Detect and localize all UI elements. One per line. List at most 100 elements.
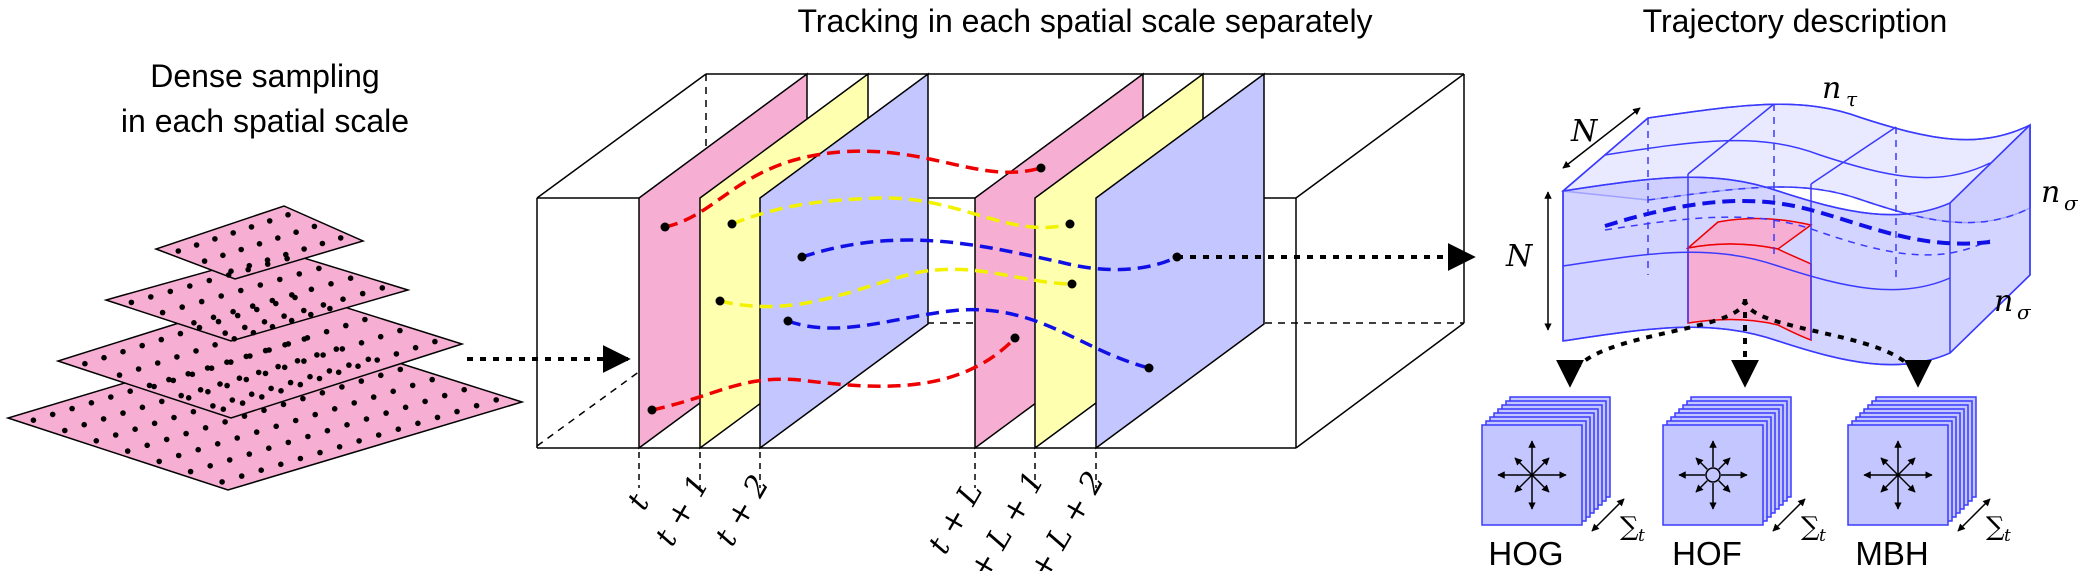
sample-point [49, 411, 56, 418]
sum-subscript: t [1638, 526, 1645, 546]
descriptor-label: HOF [1672, 535, 1742, 571]
sample-point [311, 223, 318, 230]
sample-point [297, 455, 304, 462]
sample-point [319, 240, 326, 247]
sampling-panel: Dense sampling in each spatial scale [5, 58, 631, 491]
frame-t-plus-2 [759, 72, 929, 450]
temporal-sum-arrow [1772, 498, 1806, 532]
label-n-sigma-1-sub: σ [2064, 191, 2079, 215]
volume-trajectory [1604, 198, 1991, 246]
sample-point [362, 316, 368, 323]
sample-point [228, 359, 234, 365]
sample-point [308, 286, 315, 293]
sample-point [202, 425, 209, 431]
sample-point [246, 262, 253, 269]
N-depth-arrow [1562, 107, 1641, 169]
sample-point [257, 282, 264, 288]
sample-point [238, 473, 245, 479]
sample-point [281, 313, 287, 319]
sample-point [208, 365, 215, 372]
sample-point [358, 340, 365, 346]
sample-point [148, 294, 154, 300]
sample-point [253, 306, 260, 313]
sample-point [220, 406, 227, 413]
sample-point [283, 251, 289, 258]
orientation-glyph-icon [1678, 440, 1748, 510]
label-N-side: N [1505, 239, 1534, 274]
sample-point [204, 365, 211, 371]
sample-point [183, 430, 189, 437]
trajectory-yellow-1 [731, 196, 1071, 230]
label-n-sigma-2: n [1994, 284, 2013, 319]
orientation-glyph-icon [1863, 440, 1933, 510]
sample-point [378, 372, 384, 379]
video-volume-edges [536, 73, 1465, 449]
sample-point [224, 382, 230, 389]
sample-point [285, 212, 291, 218]
sample-point [493, 397, 500, 403]
sample-point [268, 385, 274, 392]
sample-point [82, 360, 88, 367]
sample-point [412, 344, 419, 351]
sample-point [287, 379, 294, 386]
descriptor-mbh: ∑ t MBH [1847, 396, 2011, 571]
sample-point [108, 394, 114, 400]
sample-point [402, 404, 409, 411]
sample-point [128, 299, 135, 306]
sample-point [316, 375, 323, 382]
sample-point [415, 420, 421, 427]
trajectory-yellow-2 [719, 267, 1073, 309]
trajectory-red-1 [664, 149, 1042, 229]
sample-point [231, 336, 238, 342]
sample-point [395, 426, 402, 433]
sample-point [429, 376, 436, 383]
sample-point [185, 371, 191, 377]
sample-point [280, 401, 287, 408]
sample-point [269, 297, 276, 304]
sample-point [266, 347, 272, 353]
sample-point [217, 381, 223, 387]
sample-point [316, 265, 322, 272]
sample-point [116, 372, 123, 378]
sample-point [236, 375, 243, 382]
sample-point [154, 360, 161, 366]
sample-point [205, 388, 211, 395]
sample-point [305, 433, 311, 440]
tracking-title: Tracking in each spatial scale separatel… [797, 3, 1372, 39]
sample-point [151, 420, 158, 427]
sample-point [441, 392, 448, 399]
sample-point [163, 436, 170, 443]
sample-point [304, 335, 311, 341]
sample-point [351, 400, 358, 406]
label-n-tau: n [1822, 71, 1841, 106]
sample-point [277, 276, 283, 283]
sample-point [301, 358, 307, 364]
sample-point [210, 403, 216, 409]
label-N-depth: N [1570, 114, 1599, 149]
descriptor-arrows [1556, 298, 1932, 388]
sample-point [275, 235, 281, 241]
descriptor-layer [1662, 424, 1764, 526]
sample-point [198, 298, 205, 305]
sample-point [434, 414, 441, 421]
tracking-panel: Tracking in each spatial scale separatel… [536, 3, 1476, 571]
scale-pyramid [5, 205, 525, 491]
sample-point [139, 342, 145, 349]
sample-point [185, 395, 192, 401]
sample-point [210, 314, 217, 321]
sample-point [207, 463, 213, 469]
sample-point [333, 346, 340, 352]
sample-point [297, 381, 304, 388]
sample-point [218, 293, 224, 299]
frame-group-2 [974, 72, 1265, 450]
descriptor-label: MBH [1855, 535, 1928, 571]
sample-point [331, 406, 338, 412]
sample-point [278, 388, 284, 394]
sample-point [187, 283, 193, 289]
sample-point [167, 288, 174, 295]
sample-point [178, 392, 184, 399]
sample-point [206, 277, 213, 284]
sample-point [212, 342, 218, 348]
sample-points [30, 212, 500, 485]
